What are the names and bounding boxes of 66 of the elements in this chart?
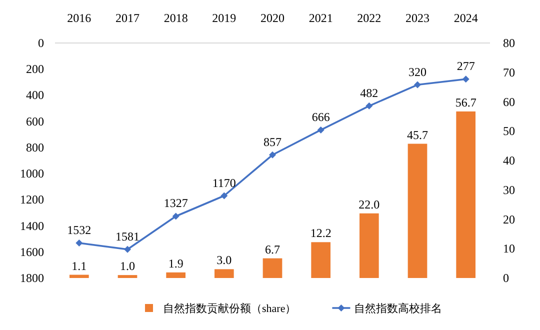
point xyxy=(220,192,228,200)
y-tick-label: 400 xyxy=(26,88,44,102)
y-tick-label: 1400 xyxy=(20,218,44,233)
x-tick-label: 2020 xyxy=(260,11,284,25)
data-label: 12.2 xyxy=(310,226,332,240)
point xyxy=(414,81,421,88)
y-tick-label: 1000 xyxy=(20,166,44,181)
data-label: 1.1 xyxy=(72,258,87,273)
data-label: 22.0 xyxy=(358,197,380,212)
bar xyxy=(214,269,234,278)
data-label: 277 xyxy=(456,59,475,74)
y2-tick-label: 40 xyxy=(503,154,515,168)
y2-tick-label: 60 xyxy=(503,94,515,109)
legend-label: 自然指数贡献份额（share） xyxy=(163,302,296,315)
point xyxy=(366,102,373,110)
x-tick-label: 2017 xyxy=(116,11,140,25)
data-label: 1.0 xyxy=(120,259,135,274)
y2-tick-label: 80 xyxy=(503,36,515,50)
point xyxy=(76,240,83,247)
y-tick-label: 800 xyxy=(26,140,44,154)
bar xyxy=(70,274,89,278)
bar xyxy=(408,144,428,278)
data-label: 857 xyxy=(264,134,282,149)
data-label: 3.0 xyxy=(216,253,232,268)
bar xyxy=(360,213,379,278)
data-label: 666 xyxy=(312,110,330,124)
data-label: 320 xyxy=(408,64,426,79)
x-tick-label: 2021 xyxy=(308,11,333,25)
point xyxy=(317,126,324,134)
point xyxy=(269,151,276,158)
x-tick-label: 2023 xyxy=(406,11,430,25)
point xyxy=(462,76,470,83)
data-label: 1581 xyxy=(116,229,140,244)
data-label: 45.7 xyxy=(407,128,428,142)
data-label: 482 xyxy=(360,86,378,100)
y2-tick-label: 50 xyxy=(503,124,515,138)
bar xyxy=(118,275,138,278)
data-label: 56.7 xyxy=(455,95,476,110)
y-tick-label: 200 xyxy=(26,62,44,76)
y2-tick-label: 20 xyxy=(503,212,515,226)
legend-label: 自然指数高校排名 xyxy=(354,302,442,315)
x-tick-label: 2022 xyxy=(357,11,382,25)
y2-tick-label: 10 xyxy=(503,242,515,256)
data-label: 1170 xyxy=(212,176,236,190)
data-label: 6.7 xyxy=(265,242,280,256)
data-label: 1532 xyxy=(67,223,92,238)
y-tick-label: 600 xyxy=(26,114,44,128)
y-tick-label: 1800 xyxy=(20,271,44,285)
y2-tick-label: 0 xyxy=(503,271,509,285)
x-tick-label: 2018 xyxy=(164,11,188,25)
data-label: 1327 xyxy=(164,196,188,210)
x-tick-label: 2016 xyxy=(67,11,92,25)
bar xyxy=(456,111,476,278)
y-tick-label: 1200 xyxy=(20,192,44,207)
x-tick-label: 2024 xyxy=(454,11,478,25)
x-tick-label: 2019 xyxy=(212,11,236,25)
y-tick-label: 1600 xyxy=(20,244,44,259)
y2-tick-label: 30 xyxy=(503,182,515,197)
point xyxy=(124,246,131,253)
point xyxy=(172,212,180,220)
data-label: 1.9 xyxy=(168,256,184,270)
y-tick-label: 0 xyxy=(38,36,44,50)
bar xyxy=(166,272,186,278)
bar xyxy=(262,258,282,278)
y2-tick-label: 70 xyxy=(503,65,515,80)
bar xyxy=(311,242,330,278)
